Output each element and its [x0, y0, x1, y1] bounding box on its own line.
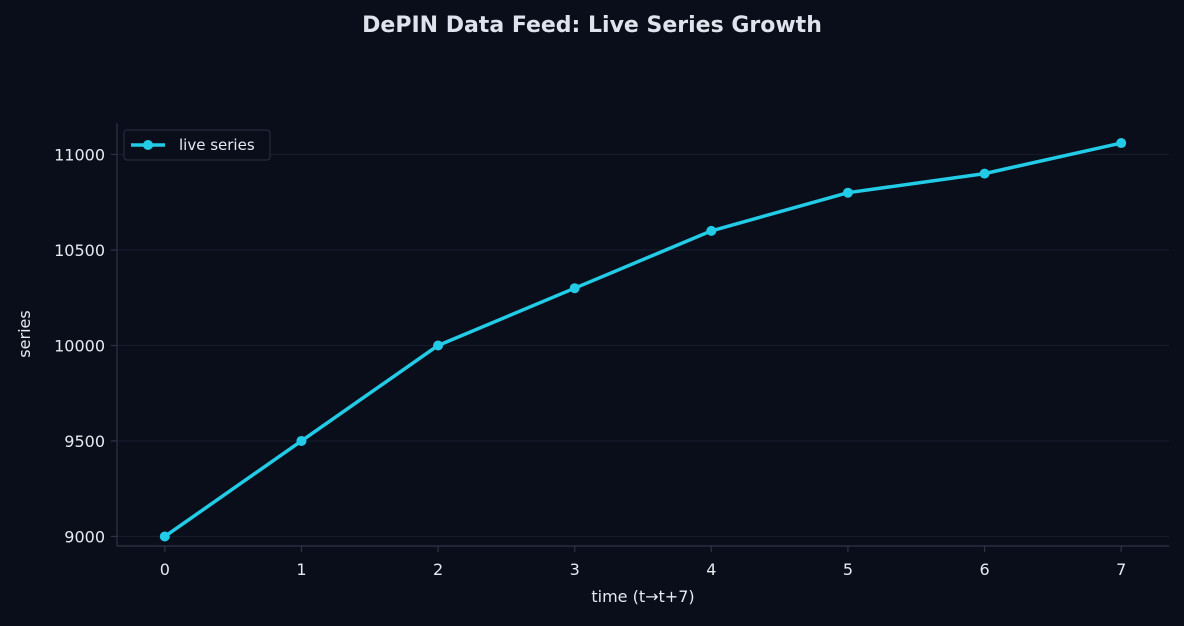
data-point — [706, 225, 717, 236]
x-tick-label: 6 — [979, 560, 989, 579]
data-point — [159, 531, 170, 542]
data-point — [842, 187, 853, 198]
y-tick-label: 9000 — [64, 527, 105, 546]
legend-marker-swatch — [143, 140, 153, 150]
data-point — [433, 340, 444, 351]
x-axis-label: time (t→t+7) — [591, 587, 694, 606]
x-tick-label: 1 — [296, 560, 306, 579]
chart-title: DePIN Data Feed: Live Series Growth — [362, 13, 822, 38]
y-tick-label: 10500 — [54, 241, 105, 260]
y-tick-label: 11000 — [54, 146, 105, 165]
x-tick-label: 3 — [570, 560, 580, 579]
series-line — [163, 141, 1123, 539]
data-point — [569, 283, 580, 294]
data-point — [979, 168, 990, 179]
data-point — [296, 435, 307, 446]
x-tick-label: 7 — [1116, 560, 1126, 579]
legend-box — [123, 129, 271, 161]
x-tick-label: 2 — [433, 560, 443, 579]
x-tick-label: 5 — [843, 560, 853, 579]
y-axis-label: series — [15, 310, 34, 357]
grid-lines — [117, 153, 1169, 538]
data-point — [1116, 138, 1127, 149]
legend: live series — [123, 129, 271, 161]
y-tick-label: 9500 — [64, 432, 105, 451]
legend-label: live series — [179, 136, 255, 154]
axes — [116, 123, 1169, 547]
x-tick-label: 0 — [160, 560, 170, 579]
y-axis-ticks: 9000 9500 10000 10500 11000 — [54, 146, 117, 546]
x-axis-ticks: 0 1 2 3 4 5 6 7 — [160, 546, 1126, 579]
x-tick-label: 4 — [706, 560, 716, 579]
y-tick-label: 10000 — [54, 336, 105, 355]
series-layer — [159, 138, 1127, 542]
